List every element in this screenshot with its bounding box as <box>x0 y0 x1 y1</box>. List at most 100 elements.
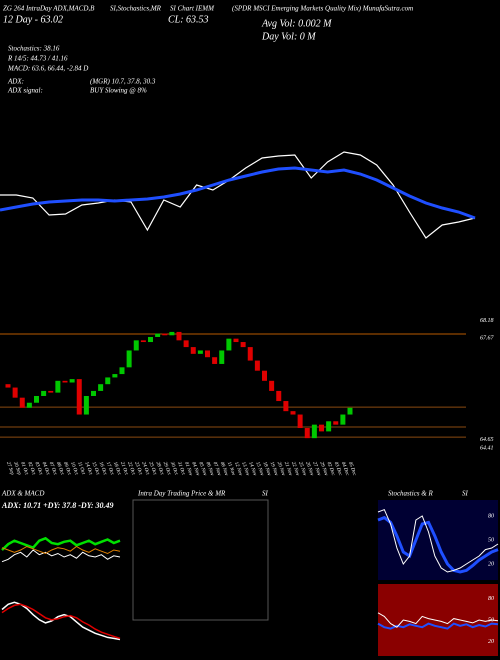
x-tick-label: 13 Nov <box>240 461 250 477</box>
candle-body <box>34 395 39 403</box>
x-tick-label: 04 Dec <box>340 461 350 477</box>
x-tick-label: 14 Nov <box>247 461 257 477</box>
x-tick-label: 30 Sep <box>12 461 21 476</box>
candle-body <box>290 411 296 415</box>
candle-body <box>119 367 125 375</box>
x-tick-label: 10 Oct <box>69 461 79 476</box>
series-line <box>0 151 476 239</box>
close-price: CL: 63.53 <box>168 14 209 25</box>
y-tick-label: 64.65 <box>480 436 494 443</box>
candle-body <box>304 428 310 439</box>
x-tick-label: 30 Oct <box>169 461 179 476</box>
candle-body <box>247 347 253 361</box>
stat-text: MACD: 63.6, 66.44, -2.84 D <box>7 65 88 73</box>
candle-body <box>254 360 260 371</box>
panel-title: Stochastics & R <box>388 490 433 498</box>
candle-body <box>12 387 18 398</box>
candle-body <box>226 338 232 351</box>
candle-body <box>55 380 61 393</box>
x-tick-label: 03 Dec <box>333 461 343 477</box>
candle-body <box>98 384 104 391</box>
x-tick-label: 31 Oct <box>176 461 186 476</box>
x-tick-label: 07 Oct <box>48 461 58 476</box>
x-tick-label: 07 Nov <box>212 461 222 477</box>
x-tick-label: 23 Oct <box>133 461 143 476</box>
series-line <box>1 549 121 563</box>
series-line <box>1 601 121 641</box>
y-tick-label: 20 <box>488 561 494 567</box>
x-tick-label: 24 Oct <box>140 461 150 476</box>
x-tick-label: 27 Sep <box>5 461 14 476</box>
x-tick-label: 02 Oct <box>26 461 36 476</box>
x-tick-label: 12 Nov <box>233 461 243 477</box>
candle-body <box>76 379 82 415</box>
candle-body <box>297 414 303 429</box>
x-tick-label: 29 Nov <box>319 461 329 477</box>
candle-body <box>5 384 11 388</box>
panel-subtitle: SI <box>262 490 269 498</box>
candle-body <box>326 421 332 432</box>
candle-body <box>283 401 289 412</box>
series-line <box>1 536 121 551</box>
candle-body <box>112 374 118 378</box>
x-tick-label: 11 Oct <box>76 461 85 476</box>
stat-text: ADX signal: <box>7 87 43 95</box>
candle-body <box>148 336 153 343</box>
candle-body <box>205 350 210 358</box>
panel-title: Intra Day Trading Price & MR <box>137 490 226 498</box>
y-tick-label: 50 <box>488 537 494 543</box>
x-tick-label: 22 Oct <box>126 461 136 476</box>
candle-body <box>233 338 239 343</box>
x-tick-label: 05 Dec <box>347 461 357 477</box>
panel-title: ADX & MACD <box>1 490 44 498</box>
candle-body <box>262 370 267 381</box>
x-tick-label: 19 Nov <box>269 461 279 477</box>
stat-text: Stochastics: 38.16 <box>8 45 60 53</box>
x-tick-label: 29 Oct <box>162 461 172 476</box>
y-tick-label: 80 <box>488 596 494 602</box>
candle-body <box>126 350 132 368</box>
x-tick-label: 27 Nov <box>311 461 321 477</box>
candle-body <box>105 377 111 385</box>
panel-label: ADX: 10.71 +DY: 37.8 -DY: 30.49 <box>1 501 114 510</box>
candle-body <box>212 357 218 364</box>
candle-body <box>269 380 275 391</box>
x-tick-label: 15 Oct <box>91 461 101 476</box>
x-tick-label: 18 Nov <box>262 461 272 477</box>
avg-volume: Avg Vol: 0.002 M <box>261 18 332 29</box>
candle-body <box>240 342 246 348</box>
candle-body <box>340 414 346 425</box>
x-tick-label: 09 Oct <box>62 461 72 476</box>
y-tick-label: 67.67 <box>480 335 495 341</box>
series-line <box>1 545 121 555</box>
candle-body <box>169 331 175 336</box>
x-tick-label: 21 Nov <box>283 461 293 477</box>
x-tick-label: 20 Nov <box>276 461 286 477</box>
candle-body <box>183 340 189 348</box>
x-tick-label: 25 Nov <box>297 461 307 477</box>
x-tick-label: 03 Oct <box>34 461 44 476</box>
candle-body <box>276 390 282 402</box>
candle-body <box>69 379 75 383</box>
series-line <box>1 603 121 640</box>
header-text: SI Chart IEMM <box>170 5 215 13</box>
candle-body <box>333 421 339 425</box>
series-line <box>377 508 499 573</box>
x-tick-label: 14 Oct <box>83 461 93 476</box>
candle-body <box>347 407 353 415</box>
panel-frame <box>132 499 269 621</box>
x-tick-label: 26 Nov <box>304 461 314 477</box>
x-tick-label: 04 Nov <box>190 461 200 477</box>
stat-text: (MGR) 10.7, 37.8, 30.3 <box>90 78 156 86</box>
candle-body <box>197 350 203 354</box>
y-tick-label: 80 <box>488 513 494 519</box>
x-tick-label: 02 Dec <box>326 461 336 477</box>
x-tick-label: 16 Oct <box>98 461 108 476</box>
x-tick-label: 25 Oct <box>148 461 158 476</box>
candle-body <box>190 347 196 354</box>
header-text: SI,Stochastics,MR <box>110 5 162 13</box>
x-tick-label: 21 Oct <box>119 461 129 476</box>
x-tick-label: 17 Oct <box>105 461 115 476</box>
y-tick-label: 20 <box>488 639 494 645</box>
